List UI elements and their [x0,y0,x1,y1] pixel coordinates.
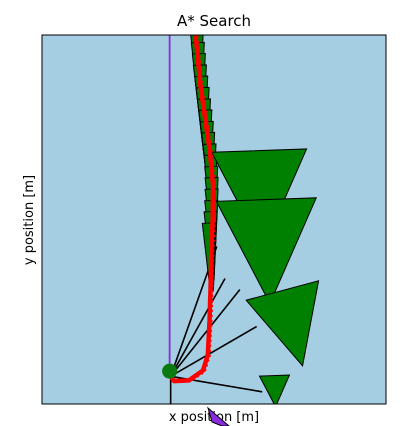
tree-edge [170,289,241,377]
candidate-pose-triangle [215,197,318,305]
candidate-pose-triangle [245,280,320,367]
candidate-pose-triangle [258,374,291,404]
chart-title: A* Search [177,12,251,30]
paths [168,35,216,384]
candidate-poses [210,148,320,404]
tree-edge [170,325,258,378]
planned-path-line [168,35,216,384]
tree-edge [169,278,226,377]
axes-frame [41,34,387,405]
planned-path-jitter [171,35,216,384]
arrow-cursor-icon [207,406,230,426]
y-axis-label: y position [m] [22,175,37,265]
start-marker [162,363,178,379]
